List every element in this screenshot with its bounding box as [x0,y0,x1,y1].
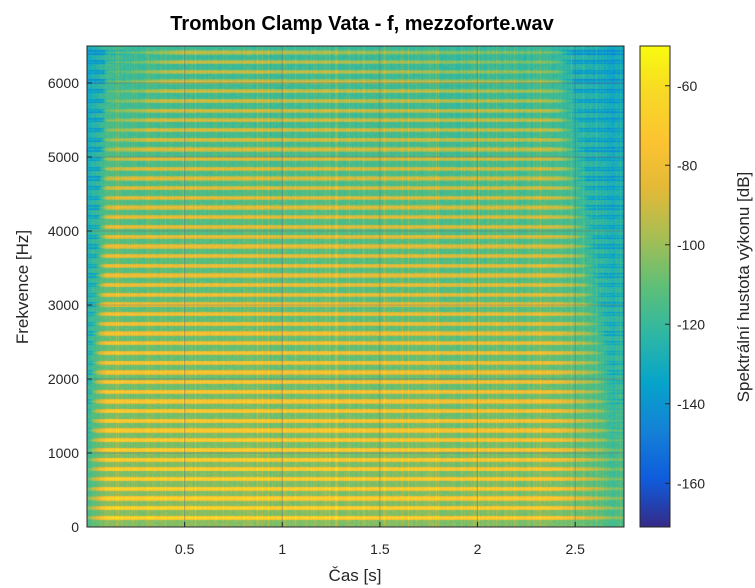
x-tick-label: 0.5 [175,541,195,557]
plot-frame [86,45,625,528]
colorbar-tick-label: -80 [677,157,697,173]
colorbar-label: Spektrální hustota výkonu [dB] [734,172,753,403]
y-tick-label: 4000 [48,223,79,239]
y-axis: 0 1000 2000 3000 4000 5000 6000 [48,75,92,535]
chart-title: Trombon Clamp Vata - f, mezzoforte.wav [170,13,554,35]
colorbar-tick-label: -140 [677,396,705,412]
spectrogram-heatmap [87,46,624,527]
x-axis-label: Čas [s] [329,566,382,585]
plot-area [86,45,625,528]
colorbar-tick-label: -100 [677,237,705,253]
x-axis: 0.5 1 1.5 2 2.5 [175,522,585,557]
y-tick-label: 3000 [48,297,79,313]
colorbar-gradient [639,45,671,528]
colorbar-ticks: -60 -80 -100 -120 -140 -160 [665,78,705,491]
x-tick-label: 1 [278,541,286,557]
colorbar-tick-label: -160 [677,475,705,491]
x-tick-label: 2.5 [565,541,585,557]
y-tick-label: 2000 [48,371,79,387]
colorbar-tick-label: -60 [677,78,697,94]
y-tick-label: 1000 [48,445,79,461]
colorbar: -60 -80 -100 -120 -140 -160 [639,45,705,528]
colorbar-tick-label: -120 [677,316,705,332]
x-tick-label: 2 [474,541,482,557]
y-tick-label: 5000 [48,149,79,165]
y-axis-label: Frekvence [Hz] [13,230,32,344]
y-tick-label: 6000 [48,75,79,91]
y-tick-label: 0 [71,519,79,535]
x-tick-label: 1.5 [370,541,390,557]
